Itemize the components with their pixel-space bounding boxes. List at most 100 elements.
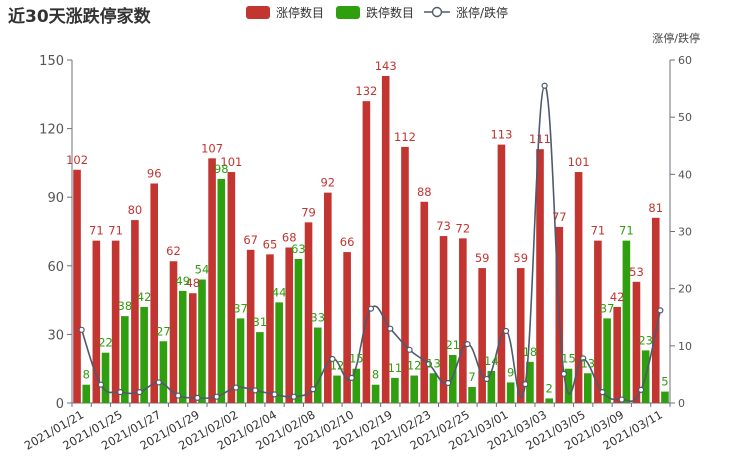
data-label-limit-up: 71 xyxy=(89,224,104,238)
bar-limit-down xyxy=(506,382,515,403)
data-label-limit-up: 81 xyxy=(648,201,663,215)
data-label-limit-down: 8 xyxy=(372,368,379,382)
data-label-limit-down: 5 xyxy=(661,375,668,389)
data-label-limit-down: 23 xyxy=(638,333,653,347)
bar-limit-up xyxy=(574,172,583,403)
ratio-point xyxy=(445,379,452,387)
data-label-limit-up: 112 xyxy=(394,130,416,144)
legend-label-limit-down: 跌停数目 xyxy=(366,5,414,20)
data-label-limit-up: 71 xyxy=(591,224,606,238)
legend-label-limit-up: 涨停数目 xyxy=(276,5,324,20)
data-label-limit-up: 107 xyxy=(201,141,223,155)
ratio-point xyxy=(502,327,510,335)
bar-limit-down xyxy=(410,375,418,403)
data-label-limit-up: 59 xyxy=(513,251,528,265)
ratio-point xyxy=(271,391,278,398)
ratio-point xyxy=(560,370,568,377)
bar-limit-up xyxy=(516,268,525,403)
bar-limit-up xyxy=(188,293,197,403)
bar-limit-down xyxy=(275,302,283,403)
data-label-limit-up: 79 xyxy=(301,205,316,219)
data-label-limit-down: 15 xyxy=(561,352,576,366)
bar-limit-down xyxy=(313,327,322,403)
data-label-limit-up: 68 xyxy=(282,231,297,245)
bar-limit-down xyxy=(121,316,129,403)
y-left-tick-label: 0 xyxy=(56,397,64,412)
bar-limit-down xyxy=(371,384,380,403)
bar-limit-down xyxy=(429,373,438,403)
y-left-tick-label: 120 xyxy=(39,123,64,138)
bar-limit-up xyxy=(613,306,621,403)
data-label-limit-down: 31 xyxy=(253,315,268,329)
bar-limit-up xyxy=(594,240,602,403)
bar-limit-down xyxy=(448,354,457,403)
data-label-limit-down: 98 xyxy=(214,162,229,176)
ratio-point xyxy=(97,381,105,388)
ratio-point xyxy=(136,389,143,396)
bar-limit-up xyxy=(266,254,274,403)
data-label-limit-up: 67 xyxy=(243,233,258,247)
legend-swatch-limit-down xyxy=(336,6,360,19)
bar-limit-down xyxy=(333,375,341,403)
data-label-limit-up: 72 xyxy=(456,221,471,235)
bar-limit-up xyxy=(131,220,139,403)
bar-limit-down xyxy=(159,341,168,403)
data-label-limit-up: 132 xyxy=(355,84,377,98)
y-right-tick-label: 40 xyxy=(678,168,692,181)
bar-limit-down xyxy=(101,352,110,403)
data-label-limit-down: 54 xyxy=(195,263,210,277)
ratio-point xyxy=(580,355,587,362)
bar-limit-up xyxy=(651,217,660,403)
data-label-limit-up: 66 xyxy=(340,235,355,249)
data-label-limit-down: 21 xyxy=(445,338,460,352)
ratio-point xyxy=(252,387,259,394)
ratio-point xyxy=(329,355,336,363)
bar-limit-up xyxy=(401,146,409,404)
ratio-point xyxy=(657,307,664,314)
data-label-limit-up: 53 xyxy=(629,265,644,279)
data-label-limit-down: 14 xyxy=(484,354,499,368)
bar-limit-up xyxy=(92,240,101,403)
data-label-limit-up: 143 xyxy=(375,59,397,73)
data-label-limit-up: 96 xyxy=(147,166,162,180)
bar-limit-up xyxy=(208,158,216,403)
data-label-limit-down: 44 xyxy=(272,285,287,299)
bar-limit-up xyxy=(439,236,448,403)
ratio-point xyxy=(174,392,182,399)
bar-limit-up xyxy=(73,169,81,403)
data-label-limit-up: 113 xyxy=(490,128,512,142)
bar-limit-down xyxy=(352,368,361,403)
data-label-limit-down: 12 xyxy=(407,359,422,373)
data-label-limit-down: 33 xyxy=(310,311,325,325)
ratio-point xyxy=(406,346,413,353)
bar-limit-down xyxy=(294,258,303,403)
ratio-point xyxy=(310,386,317,393)
data-label-limit-up: 59 xyxy=(475,251,490,265)
data-label-limit-up: 62 xyxy=(166,244,181,258)
bar-limit-down xyxy=(545,398,554,403)
bar-limit-down xyxy=(468,386,476,403)
data-label-limit-up: 88 xyxy=(417,185,432,199)
ratio-point xyxy=(213,393,220,400)
data-label-limit-down: 11 xyxy=(388,361,403,375)
data-label-limit-down: 9 xyxy=(507,365,514,379)
y-left-tick-label: 60 xyxy=(47,260,64,275)
ratio-point xyxy=(348,374,355,381)
y-right-tick-label: 10 xyxy=(678,340,692,353)
bar-limit-up xyxy=(324,192,332,403)
data-label-limit-down: 27 xyxy=(156,324,171,338)
ratio-point xyxy=(483,375,490,383)
ratio-point xyxy=(387,325,394,332)
data-label-limit-up: 80 xyxy=(128,203,143,217)
legend-label-ratio: 涨停/跌停 xyxy=(456,5,508,20)
legend-swatch-limit-up xyxy=(246,6,270,19)
ratio-point xyxy=(232,384,240,391)
data-label-limit-down: 8 xyxy=(83,368,90,382)
bar-limit-up xyxy=(362,101,371,403)
y-right-tick-label: 0 xyxy=(678,397,685,410)
bar-limit-down xyxy=(661,391,669,403)
data-label-limit-down: 12 xyxy=(330,359,345,373)
y-right-tick-label: 20 xyxy=(678,283,692,296)
ratio-point xyxy=(155,379,162,386)
